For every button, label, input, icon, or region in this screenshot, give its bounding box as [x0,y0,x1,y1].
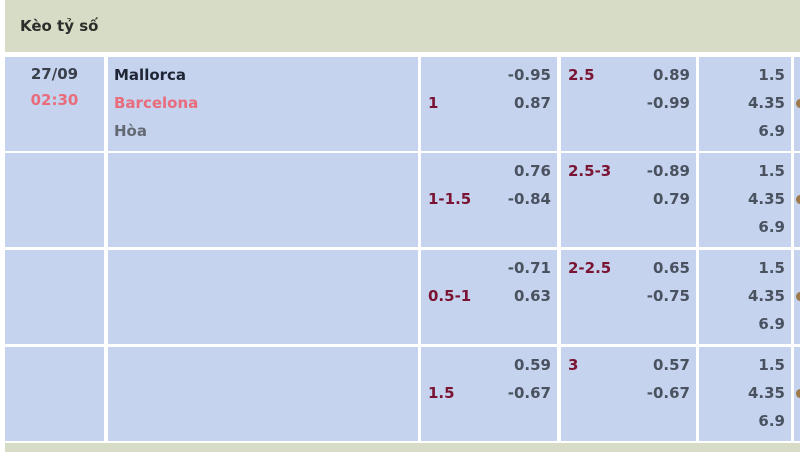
info-icon[interactable] [796,292,800,301]
handicap-line: 1.5 [428,384,455,402]
home-win-odds[interactable]: 1.5 [758,66,785,84]
draw-odds[interactable]: 4.35 [747,384,785,402]
over-odds[interactable]: 0.89 [652,66,690,84]
over-odds[interactable]: 0.57 [652,356,690,374]
handicap-cell[interactable]: 0.5-1 -0.71 0.63 [421,250,557,344]
draw-odds[interactable]: 4.35 [747,94,785,112]
partial-cell [794,153,800,247]
handicap-away-odds[interactable]: -0.67 [507,384,551,402]
1x2-cell[interactable]: 1.5 4.35 6.9 [699,57,791,151]
draw-odds[interactable]: 4.35 [747,190,785,208]
date-cell: 27/09 02:30 [5,57,104,151]
match-date: 27/09 [30,65,79,83]
table-row: 1.5 0.59 -0.67 3 0.57 -0.67 1.5 4.35 6.9 [0,347,800,441]
handicap-home-odds[interactable]: -0.95 [507,66,551,84]
section-header: Kèo tỷ số [5,0,800,52]
1x2-cell[interactable]: 1.5 4.35 6.9 [699,153,791,247]
handicap-away-odds[interactable]: 0.63 [513,287,551,305]
teams-cell [108,250,418,344]
date-cell [5,250,104,344]
over-under-cell[interactable]: 2-2.5 0.65 -0.75 [561,250,696,344]
date-cell [5,347,104,441]
away-win-odds[interactable]: 6.9 [758,122,785,140]
handicap-home-odds[interactable]: 0.59 [513,356,551,374]
over-under-cell[interactable]: 2.5 0.89 -0.99 [561,57,696,151]
away-win-odds[interactable]: 6.9 [758,315,785,333]
over-under-line: 2.5 [568,66,595,84]
handicap-cell[interactable]: 1-1.5 0.76 -0.84 [421,153,557,247]
match-time: 02:30 [30,91,79,109]
handicap-cell[interactable]: 1.5 0.59 -0.67 [421,347,557,441]
under-odds[interactable]: -0.67 [646,384,690,402]
handicap-home-odds[interactable]: -0.71 [507,259,551,277]
handicap-line: 0.5-1 [428,287,472,305]
teams-cell [108,153,418,247]
teams-cell: Mallorca Barcelona Hòa [108,57,418,151]
over-under-line: 2-2.5 [568,259,612,277]
table-row: 27/09 02:30 Mallorca Barcelona Hòa 1 -0.95 0.87… [0,57,800,151]
away-win-odds[interactable]: 6.9 [758,218,785,236]
away-win-odds[interactable]: 6.9 [758,412,785,430]
over-under-cell[interactable]: 3 0.57 -0.67 [561,347,696,441]
partial-cell [794,250,800,344]
under-odds[interactable]: -0.99 [646,94,690,112]
info-icon[interactable] [796,389,800,398]
under-odds[interactable]: 0.79 [652,190,690,208]
handicap-cell[interactable]: 1 -0.95 0.87 [421,57,557,151]
over-odds[interactable]: -0.89 [646,162,690,180]
section-title: Kèo tỷ số [20,17,99,35]
draw-label: Hòa [114,122,147,140]
under-odds[interactable]: -0.75 [646,287,690,305]
over-under-line: 3 [568,356,579,374]
over-odds[interactable]: 0.65 [652,259,690,277]
partial-cell [794,57,800,151]
date-cell [5,153,104,247]
home-win-odds[interactable]: 1.5 [758,259,785,277]
info-icon[interactable] [796,195,800,204]
handicap-away-odds[interactable]: 0.87 [513,94,551,112]
away-team[interactable]: Barcelona [114,94,199,112]
home-win-odds[interactable]: 1.5 [758,356,785,374]
1x2-cell[interactable]: 1.5 4.35 6.9 [699,250,791,344]
handicap-home-odds[interactable]: 0.76 [513,162,551,180]
handicap-line: 1 [428,94,439,112]
info-icon[interactable] [796,99,800,108]
over-under-cell[interactable]: 2.5-3 -0.89 0.79 [561,153,696,247]
handicap-away-odds[interactable]: -0.84 [507,190,551,208]
over-under-line: 2.5-3 [568,162,612,180]
home-team[interactable]: Mallorca [114,66,187,84]
handicap-line: 1-1.5 [428,190,472,208]
table-row: 1-1.5 0.76 -0.84 2.5-3 -0.89 0.79 1.5 4.35 6.9 [0,153,800,247]
1x2-cell[interactable]: 1.5 4.35 6.9 [699,347,791,441]
table-footer [5,443,800,452]
home-win-odds[interactable]: 1.5 [758,162,785,180]
partial-cell [794,347,800,441]
draw-odds[interactable]: 4.35 [747,287,785,305]
table-row: 0.5-1 -0.71 0.63 2-2.5 0.65 -0.75 1.5 4.35 6.9 [0,250,800,344]
teams-cell [108,347,418,441]
